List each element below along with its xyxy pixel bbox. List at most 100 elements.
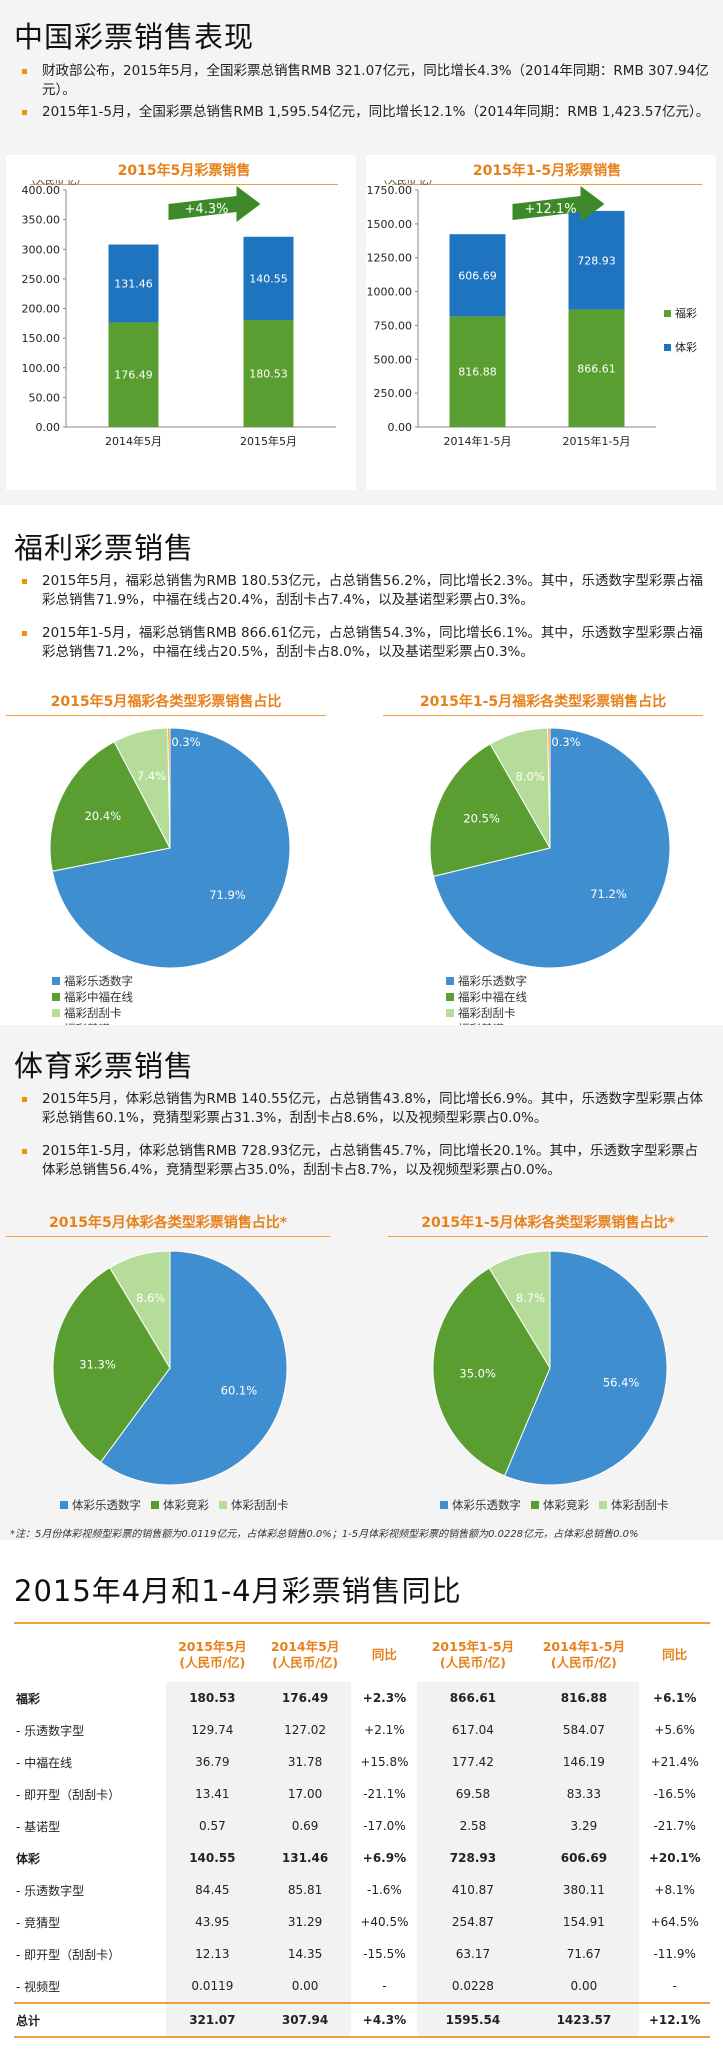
bar-data-label: 816.88 xyxy=(458,366,497,379)
pie-data-label: 7.4% xyxy=(137,769,166,783)
legend-swatch xyxy=(446,993,454,1001)
table-cell: 12.13 xyxy=(166,1938,259,1970)
table-cell: 129.74 xyxy=(166,1714,259,1746)
bar-chart-title: 2015年1-5月彩票销售 xyxy=(392,160,702,185)
x-tick-label: 2014年1-5月 xyxy=(444,434,512,448)
table-cell: 0.69 xyxy=(258,1810,352,1842)
table-header-cell: 2015年5月 (人民币/亿) xyxy=(178,1639,247,1670)
table-cell: 0.0228 xyxy=(417,1970,529,2003)
table-cell: 0.00 xyxy=(258,1970,352,2003)
legend-item: 福彩中福在线 xyxy=(446,989,570,1005)
table-cell: 36.79 xyxy=(166,1746,259,1778)
legend-label: 体彩竞彩 xyxy=(543,1498,589,1512)
table-cell: -11.9% xyxy=(653,1947,696,1961)
legend-item: 体彩乐透数字 xyxy=(60,1497,141,1513)
table-cell: 254.87 xyxy=(417,1906,529,1938)
legend-item: 福彩刮刮卡 xyxy=(446,1005,570,1021)
bar-chart-may: （人民币 亿） 0.00 50.00 100.00 150.00 200.00 250.00… xyxy=(22,180,336,448)
table-cell: 728.93 xyxy=(417,1842,529,1874)
pie-data-label: 20.5% xyxy=(463,812,500,826)
table-cell: 131.46 xyxy=(258,1842,352,1874)
bar-data-label: 728.93 xyxy=(577,254,616,267)
table-cell: +5.6% xyxy=(654,1723,695,1737)
table-cell: 69.58 xyxy=(417,1778,529,1810)
table-cell: 146.19 xyxy=(528,1746,640,1778)
overview-bullets: 财政部公布，2015年5月，全国彩票总销售RMB 321.07亿元，同比增长4.… xyxy=(20,62,710,125)
legend-item: 体彩刮刮卡 xyxy=(599,1497,669,1513)
table-cell: -21.1% xyxy=(363,1787,406,1801)
legend-label: 体彩乐透数字 xyxy=(452,1498,521,1512)
table-header-cell: 2014年5月 (人民币/亿) xyxy=(270,1639,340,1670)
legend-label: 福彩乐透数字 xyxy=(458,974,527,988)
pie-data-label: 8.6% xyxy=(136,1291,165,1305)
table-cell: - xyxy=(672,1979,677,1993)
legend-item: 体彩竞彩 xyxy=(531,1497,589,1513)
table-cell: 140.55 xyxy=(166,1842,259,1874)
legend-item: 福彩乐透数字 xyxy=(446,973,570,989)
legend-label: 福彩中福在线 xyxy=(64,990,133,1004)
legend-swatch xyxy=(440,1501,448,1509)
table-cell: 606.69 xyxy=(528,1842,640,1874)
y-tick-label: 250.00 xyxy=(374,387,413,400)
bar-segment xyxy=(449,316,506,427)
y-tick-label: 350.00 xyxy=(22,214,61,227)
table-row-label: - 即开型（刮刮卡） xyxy=(16,1787,121,1802)
legend-label: 体彩乐透数字 xyxy=(72,1498,141,1512)
pie-slice xyxy=(51,727,291,969)
overview-bullet: 2015年1-5月，全国彩票总销售RMB 1,595.54亿元，同比增长12.1… xyxy=(20,103,710,122)
table-cell: - xyxy=(382,1979,387,1993)
sales-comparison-table: 2015年5月 (人民币/亿) 2014年5月 (人民币/亿) 同比 2015年1-5… xyxy=(14,1628,710,2038)
table-cell: 31.29 xyxy=(258,1906,352,1938)
x-tick-label: 2014年5月 xyxy=(105,434,162,448)
legend-label: 福彩刮刮卡 xyxy=(458,1006,516,1020)
table-cell: 2.58 xyxy=(417,1810,529,1842)
table-cell: 17.00 xyxy=(258,1778,352,1810)
legend-swatch xyxy=(446,977,454,985)
table-cell: -1.6% xyxy=(367,1883,402,1897)
sports-footnote: *注：5月份体彩视频型彩票的销售额为0.0119亿元，占体彩总销售0.0%；1-… xyxy=(10,1529,639,1540)
welfare-bullet: 2015年5月，福彩总销售为RMB 180.53亿元，占总销售56.2%，同比增… xyxy=(20,572,710,610)
legend-label: 福彩 xyxy=(675,306,697,320)
table-top-rule xyxy=(14,1622,710,1624)
table-cell: 0.00 xyxy=(528,1970,640,2003)
table-row-label: - 乐透数字型 xyxy=(16,1883,85,1898)
table-cell: 410.87 xyxy=(417,1874,529,1906)
table-cell: 13.41 xyxy=(166,1778,259,1810)
pie-data-label: 31.3% xyxy=(79,1358,116,1372)
y-tick-label: 200.00 xyxy=(22,303,61,316)
bar-segment xyxy=(568,309,625,427)
table-row: - 乐透数字型 129.74 127.02 +2.1% 617.04 584.07 +5.6… xyxy=(14,1714,710,1746)
pie-chart-title: 2015年1-5月体彩各类型彩票销售占比* xyxy=(388,1212,708,1237)
y-axis-label: （人民币 亿） xyxy=(378,180,438,187)
sports-bullet: 2015年1-5月，体彩总销售RMB 728.93亿元，占总销售45.7%，同比… xyxy=(20,1142,710,1180)
table-cell: +8.1% xyxy=(654,1883,695,1897)
table-cell: 84.45 xyxy=(166,1874,259,1906)
legend-item: 体彩乐透数字 xyxy=(440,1497,521,1513)
y-tick-label: 1750.00 xyxy=(367,184,413,197)
pie-data-label: 8.7% xyxy=(516,1291,545,1305)
pie-chart-title: 2015年5月体彩各类型彩票销售占比* xyxy=(6,1212,330,1237)
table-cell: +20.1% xyxy=(648,1851,701,1865)
table-row: - 中福在线 36.79 31.78 +15.8% 177.42 146.19 +21.4% xyxy=(14,1746,710,1778)
pie-data-label: 56.4% xyxy=(603,1375,640,1389)
bar-segment xyxy=(108,322,159,427)
bar-segment xyxy=(243,236,294,321)
legend-swatch xyxy=(219,1501,227,1509)
table-row: - 即开型（刮刮卡） 12.13 14.35 -15.5% 63.17 71.67 -11.… xyxy=(14,1938,710,1970)
y-tick-label: 50.00 xyxy=(29,391,61,404)
table-cell: +6.1% xyxy=(653,1691,697,1705)
table-cell: 816.88 xyxy=(528,1682,640,1714)
table-header-cell: 同比 xyxy=(662,1647,688,1662)
table-header-row: 2015年5月 (人民币/亿) 2014年5月 (人民币/亿) 同比 2015年1-5… xyxy=(14,1628,710,1682)
table-row: - 竞猜型 43.95 31.29 +40.5% 254.87 154.91 +64.5% xyxy=(14,1906,710,1938)
table-cell: -16.5% xyxy=(653,1787,696,1801)
pie-slice xyxy=(52,1266,171,1463)
x-tick-label: 2015年1-5月 xyxy=(563,434,631,448)
y-axis-label: （人民币 亿） xyxy=(26,180,86,187)
sports-title: 体育彩票销售 xyxy=(14,1049,195,1083)
pie-data-label: 0.3% xyxy=(171,735,200,749)
bar-chart-ytd: （人民币 亿） 0.00 250.00 500.00 750.00 1000.00 1250… xyxy=(367,180,698,448)
legend-swatch xyxy=(664,344,671,351)
table-cell: 85.81 xyxy=(258,1874,352,1906)
